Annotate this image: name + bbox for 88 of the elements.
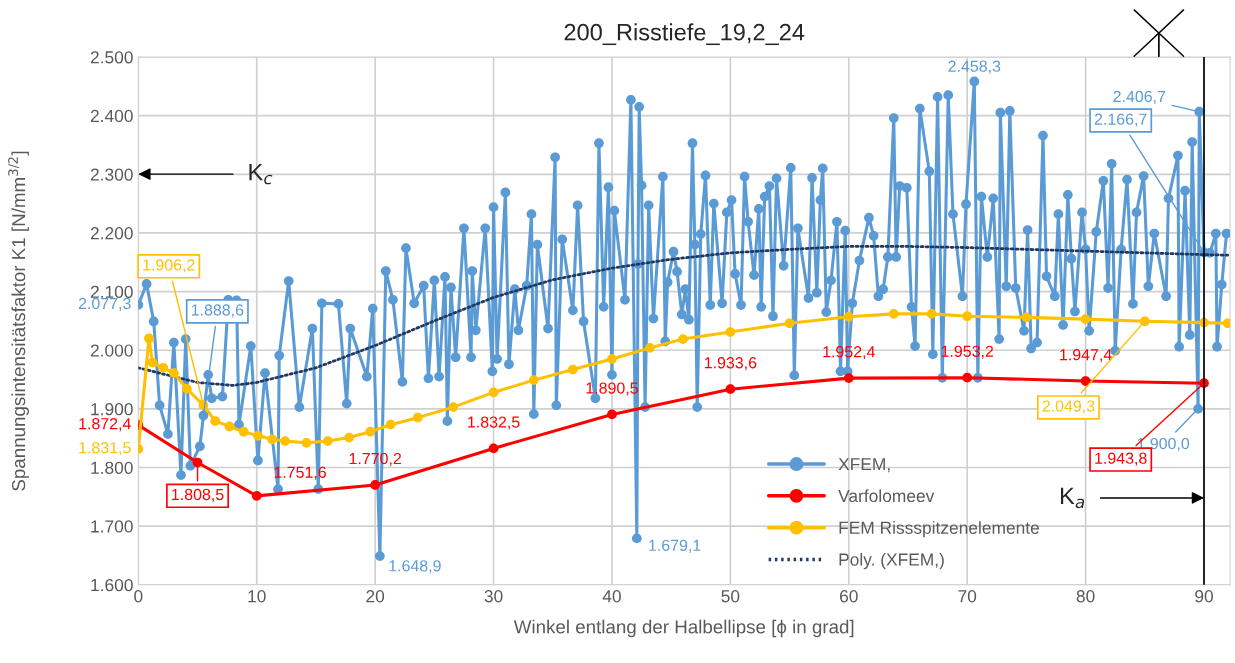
y-tick-label: 1.900 [91, 403, 133, 416]
point [344, 432, 354, 443]
point [678, 334, 688, 344]
point [448, 402, 459, 412]
y-tick-label: 1.800 [91, 461, 133, 474]
point [192, 457, 203, 468]
data-label: 2.049,3 [1042, 400, 1095, 414]
point [251, 491, 262, 501]
data-label: 2.406,7 [1113, 90, 1166, 105]
point [322, 436, 333, 446]
data-label: 2.077,3 [78, 297, 131, 312]
x-tick-label: 20 [366, 590, 385, 603]
point [168, 368, 179, 378]
data-label: 2.166,7 [1094, 113, 1147, 127]
x-tick-label: 80 [1076, 590, 1095, 603]
point [210, 416, 221, 427]
annotation: K$_{a}$ [1060, 487, 1085, 509]
data-label: 1.832,5 [468, 416, 520, 430]
point [147, 357, 158, 368]
point [182, 384, 192, 394]
y-tick-label: 2.100 [90, 285, 133, 299]
point [253, 430, 263, 441]
point [1222, 318, 1231, 329]
x-tick-label: 60 [840, 590, 858, 603]
data-label: 1.808,5 [172, 488, 224, 503]
point [962, 372, 973, 383]
data-label: 1.872,4 [79, 418, 131, 432]
x-tick-label: 0 [134, 590, 143, 603]
y-axis-title: Spannungsintensitätsfaktor K1 [N/mm$^{3/2}$] [8, 151, 29, 491]
point [280, 436, 291, 446]
point [1080, 376, 1091, 386]
data-label: 1.947,4 [1060, 349, 1112, 363]
x-axis-title: Winkel entlang der Halbellipse [ϕ in grad] [513, 619, 854, 638]
legend-label: XFEM, [838, 458, 890, 473]
annotation: K$_{c}$ [249, 163, 273, 185]
x-tick-label: 10 [248, 590, 266, 603]
point [843, 311, 854, 322]
point [1139, 316, 1150, 327]
x-tick-label: 40 [602, 590, 621, 603]
point [224, 421, 235, 432]
data-label: 1.831,5 [79, 441, 131, 456]
point [888, 308, 899, 319]
point [607, 409, 617, 420]
y-tick-label: 2.000 [90, 344, 133, 357]
point [488, 387, 499, 398]
point [1021, 312, 1032, 323]
point [725, 384, 736, 395]
y-tick-label: 1.600 [91, 578, 133, 592]
data-label: 1.933,6 [704, 357, 757, 371]
y-tick-label: 2.400 [90, 109, 133, 123]
point [926, 308, 937, 319]
data-label: 1.648,9 [389, 560, 441, 574]
point [412, 412, 423, 423]
point [267, 434, 277, 445]
point [644, 343, 655, 353]
point [370, 480, 380, 490]
x-tick-label: 30 [484, 590, 503, 603]
point [725, 327, 736, 337]
point [301, 438, 312, 448]
point [962, 311, 973, 322]
legend-label: Poly. (XFEM,) [839, 552, 944, 570]
x-tick-label: 70 [958, 590, 977, 603]
point [843, 373, 854, 383]
point [385, 419, 396, 430]
data-label: 2.458,3 [948, 60, 1001, 74]
point [158, 362, 169, 373]
point [144, 333, 154, 344]
point [238, 426, 249, 437]
x-tick-label: 90 [1195, 590, 1213, 603]
data-label: 1.906,2 [143, 259, 195, 273]
data-label: 1.943,8 [1095, 452, 1147, 466]
point [568, 364, 578, 375]
point [1080, 314, 1091, 324]
legend-label: Varfolomeev [838, 489, 935, 503]
legend-label: FEM Rissspitzenelemente [839, 521, 1039, 538]
point [488, 443, 499, 454]
point [784, 318, 795, 329]
chart-title: 200_Risstiefe_19,2_24 [564, 23, 805, 46]
data-label: 1.888,6 [191, 304, 244, 318]
y-tick-label: 2.500 [90, 51, 133, 64]
y-tick-label: 1.700 [91, 520, 133, 533]
point [528, 375, 539, 385]
point [607, 354, 617, 364]
x-tick-label: 50 [721, 590, 740, 603]
data-label: 1.679,1 [649, 539, 701, 553]
y-tick-label: 2.300 [90, 168, 133, 181]
y-tick-label: 2.200 [90, 227, 133, 240]
point [365, 426, 376, 437]
